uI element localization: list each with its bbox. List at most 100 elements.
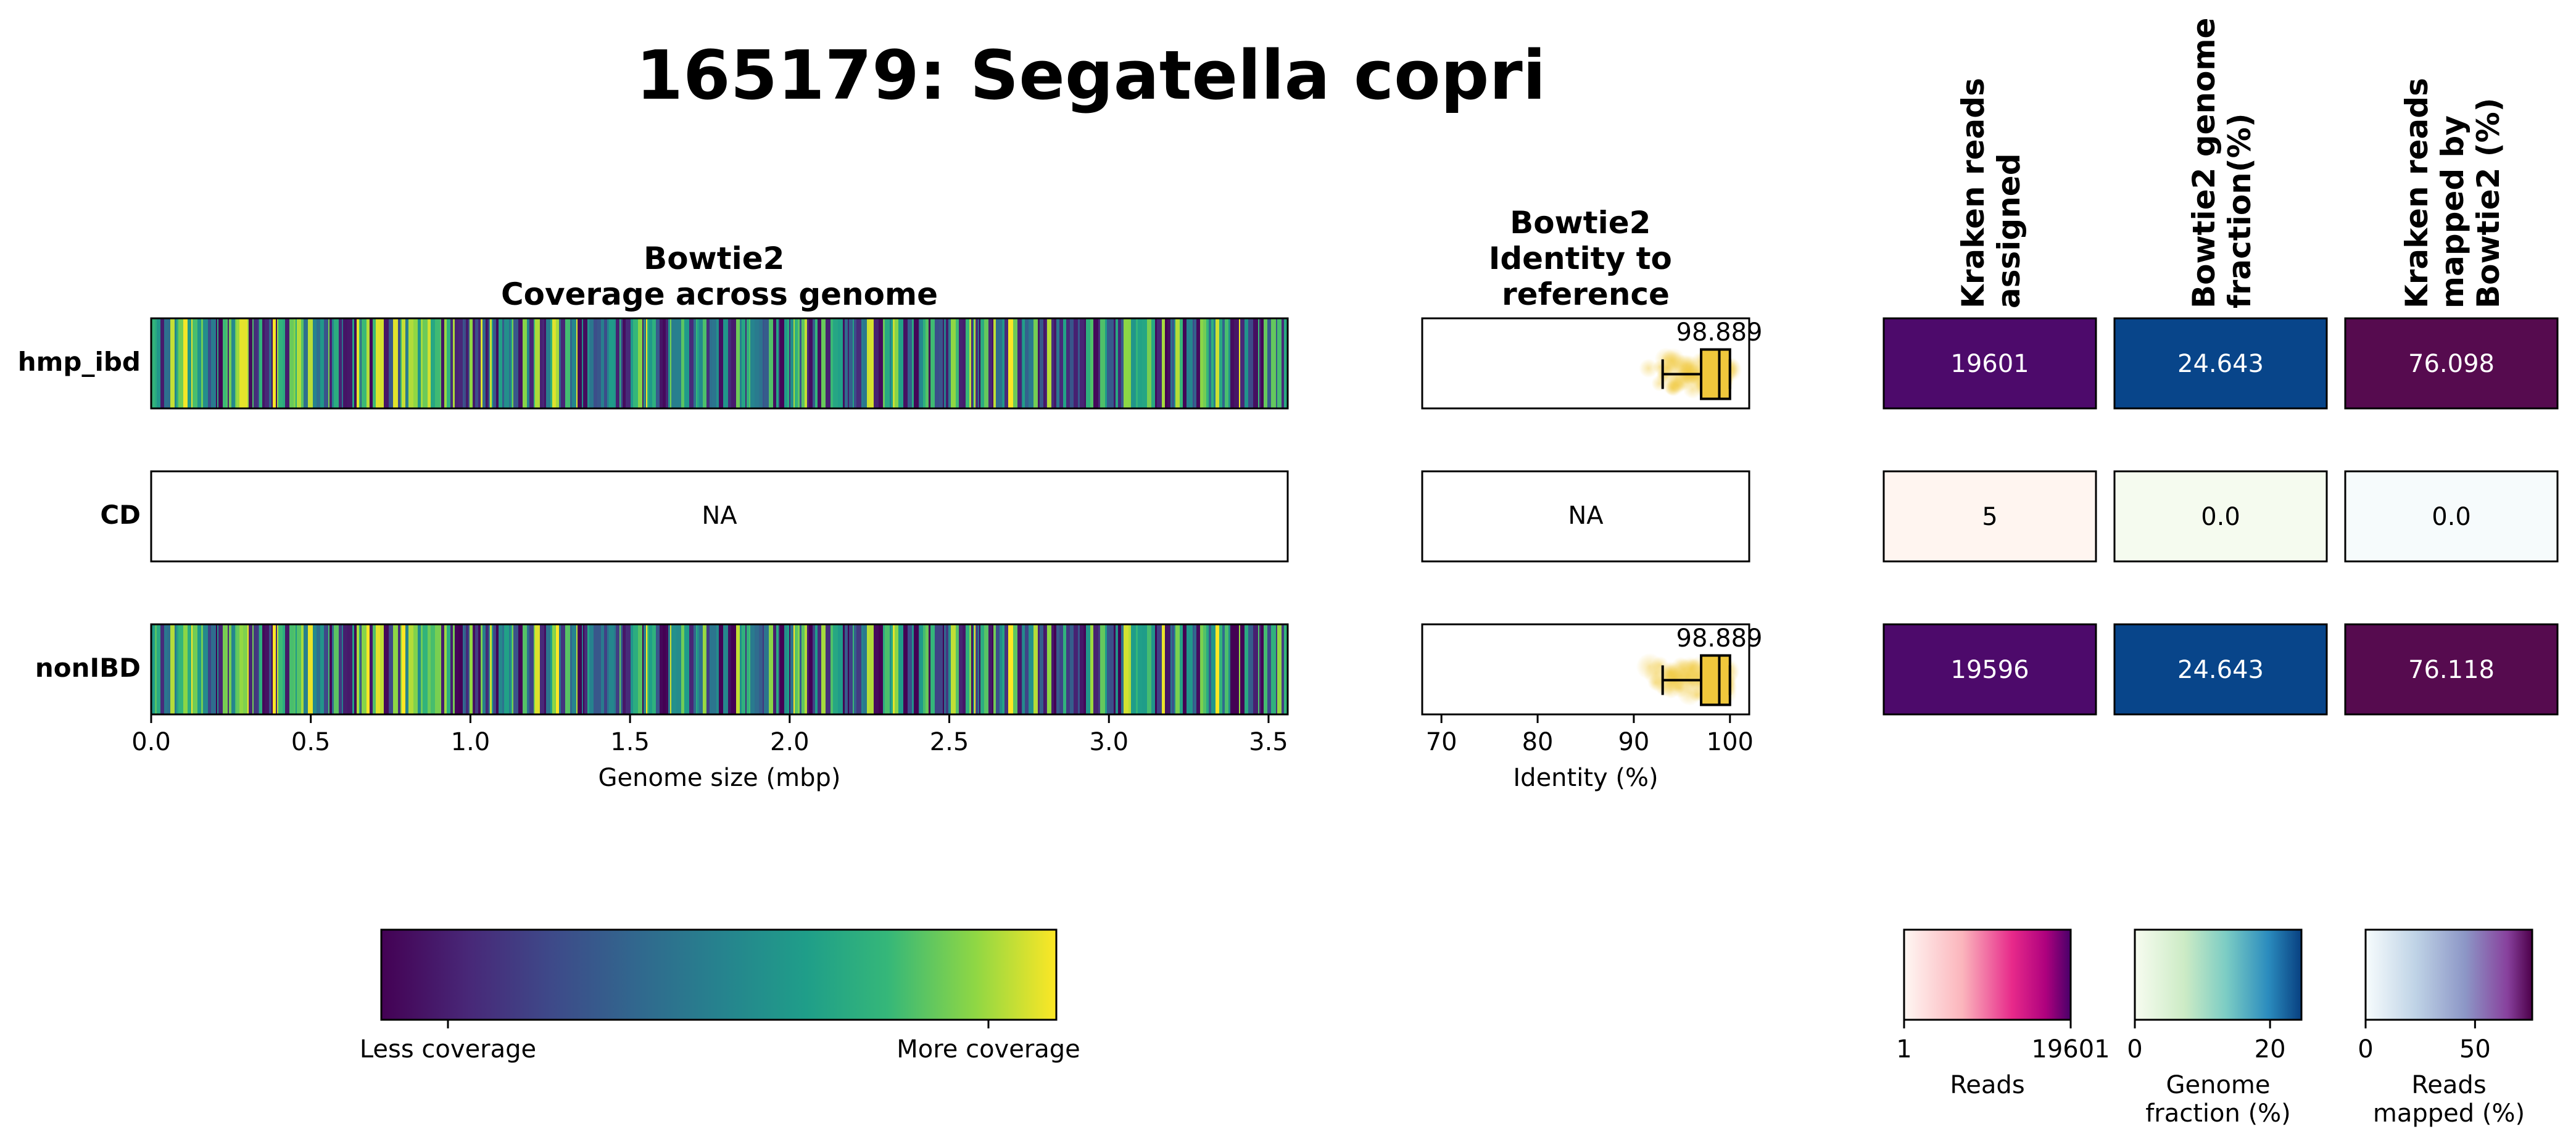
coverage-stripe — [1170, 318, 1172, 408]
coverage-stripe — [478, 624, 481, 714]
coverage-stripe — [1070, 318, 1074, 408]
coverage-stripe — [1194, 318, 1196, 408]
coverage-stripe — [621, 318, 623, 408]
coverage-stripe — [583, 318, 584, 408]
coverage-stripe — [689, 318, 694, 408]
coverage-stripe — [492, 624, 493, 714]
coverage-stripe — [408, 624, 413, 714]
coverage-stripe — [509, 624, 511, 714]
coverage-stripe — [466, 624, 468, 714]
coverage-stripe — [534, 624, 535, 714]
coverage-stripe — [559, 318, 561, 408]
coverage-stripe — [1228, 318, 1230, 408]
coverage-stripe — [728, 624, 731, 714]
coverage-stripe — [276, 624, 277, 714]
coverage-stripe — [951, 624, 956, 714]
coverage-stripe — [838, 318, 843, 408]
coverage-heatmap: NA — [150, 317, 1289, 716]
coverage-stripe — [647, 318, 648, 408]
coverage-stripe — [1083, 318, 1085, 408]
coverage-stripe — [849, 318, 853, 408]
coverage-stripe — [1219, 318, 1222, 408]
coverage-stripe — [1129, 318, 1131, 408]
coverage-stripe — [357, 318, 359, 408]
coverage-stripe — [731, 624, 736, 714]
coverage-stripe — [861, 318, 863, 408]
header-line: mapped by — [2435, 115, 2470, 308]
coverage-stripe — [821, 318, 826, 408]
coverage-stripe — [706, 624, 710, 714]
coverage-stripe — [373, 624, 376, 714]
coverage-stripe — [528, 624, 529, 714]
coverage-stripe — [790, 318, 793, 408]
coverage-stripe — [1167, 624, 1170, 714]
coverage-stripe — [1147, 318, 1151, 408]
coverage-stripe — [660, 318, 663, 408]
coverage-stripe — [656, 624, 660, 714]
coverage-stripe — [975, 624, 978, 714]
coverage-stripe — [647, 624, 648, 714]
coverage-stripe — [278, 318, 283, 408]
coverage-stripe — [1098, 624, 1100, 714]
coverage-stripe — [1240, 624, 1245, 714]
coverage-stripe — [447, 624, 450, 714]
stat-cell-value: 19601 — [1950, 350, 2029, 378]
coverage-stripe — [668, 318, 670, 408]
coverage-stripe — [992, 318, 993, 408]
coverage-stripe — [1277, 318, 1282, 408]
coverage-stripe — [1085, 318, 1086, 408]
coverage-stripe — [974, 624, 975, 714]
coverage-stripe — [193, 318, 197, 408]
coverage-stripe — [413, 318, 418, 408]
coverage-stripe — [191, 318, 193, 408]
coverage-stripe — [784, 318, 787, 408]
stat-colorbar-label-line: fraction (%) — [2145, 1099, 2291, 1128]
coverage-stripe — [1172, 624, 1174, 714]
coverage-stripe — [328, 624, 329, 714]
coverage-stripe — [478, 318, 481, 408]
coverage-stripe — [235, 624, 236, 714]
coverage-stripe — [475, 318, 478, 408]
coverage-stripe — [301, 318, 304, 408]
coverage-stripe — [993, 624, 996, 714]
identity-point — [1636, 653, 1663, 680]
coverage-stripe — [402, 624, 405, 714]
coverage-stripe — [1190, 318, 1193, 408]
coverage-stripe — [988, 318, 992, 408]
identity-x-axis: 70 80 90 100 — [1426, 714, 1754, 756]
coverage-stripe — [975, 318, 978, 408]
coverage-stripe — [959, 624, 963, 714]
coverage-stripe — [930, 318, 935, 408]
coverage-stripe — [607, 624, 609, 714]
identity-row-cd-na: NA — [1568, 502, 1604, 530]
coverage-stripe — [398, 624, 400, 714]
coverage-stripe — [930, 624, 935, 714]
coverage-stripe — [542, 624, 544, 714]
coverage-stripe — [1245, 318, 1248, 408]
stat-colorbar-label-line: mapped (%) — [2373, 1099, 2525, 1128]
coverage-stripe — [435, 624, 440, 714]
coverage-stripe — [856, 318, 861, 408]
identity-x-tick-label: 100 — [1707, 728, 1754, 756]
coverage-stripe — [854, 318, 856, 408]
coverage-stripe — [289, 318, 294, 408]
coverage-stripe — [745, 318, 747, 408]
coverage-stripe — [978, 318, 979, 408]
coverage-stripe — [843, 318, 845, 408]
coverage-stripe — [742, 318, 745, 408]
coverage-stripe — [376, 624, 380, 714]
coverage-stripe — [1142, 624, 1147, 714]
coverage-stripe — [616, 318, 619, 408]
coverage-stripe — [297, 624, 301, 714]
header-line: Kraken reads — [1955, 78, 1991, 308]
coverage-stripe — [208, 624, 211, 714]
coverage-stripe — [923, 624, 926, 714]
coverage-stripe — [1284, 318, 1287, 408]
coverage-stripe — [170, 318, 175, 408]
coverage-stripe — [552, 624, 555, 714]
stat-cell-value: 5 — [1982, 503, 1997, 531]
stat-cell-value: 76.098 — [2408, 350, 2495, 378]
coverage-stripe — [243, 318, 247, 408]
identity-row-cd-frame — [1421, 470, 1750, 563]
coverage-stripe — [1214, 624, 1216, 714]
